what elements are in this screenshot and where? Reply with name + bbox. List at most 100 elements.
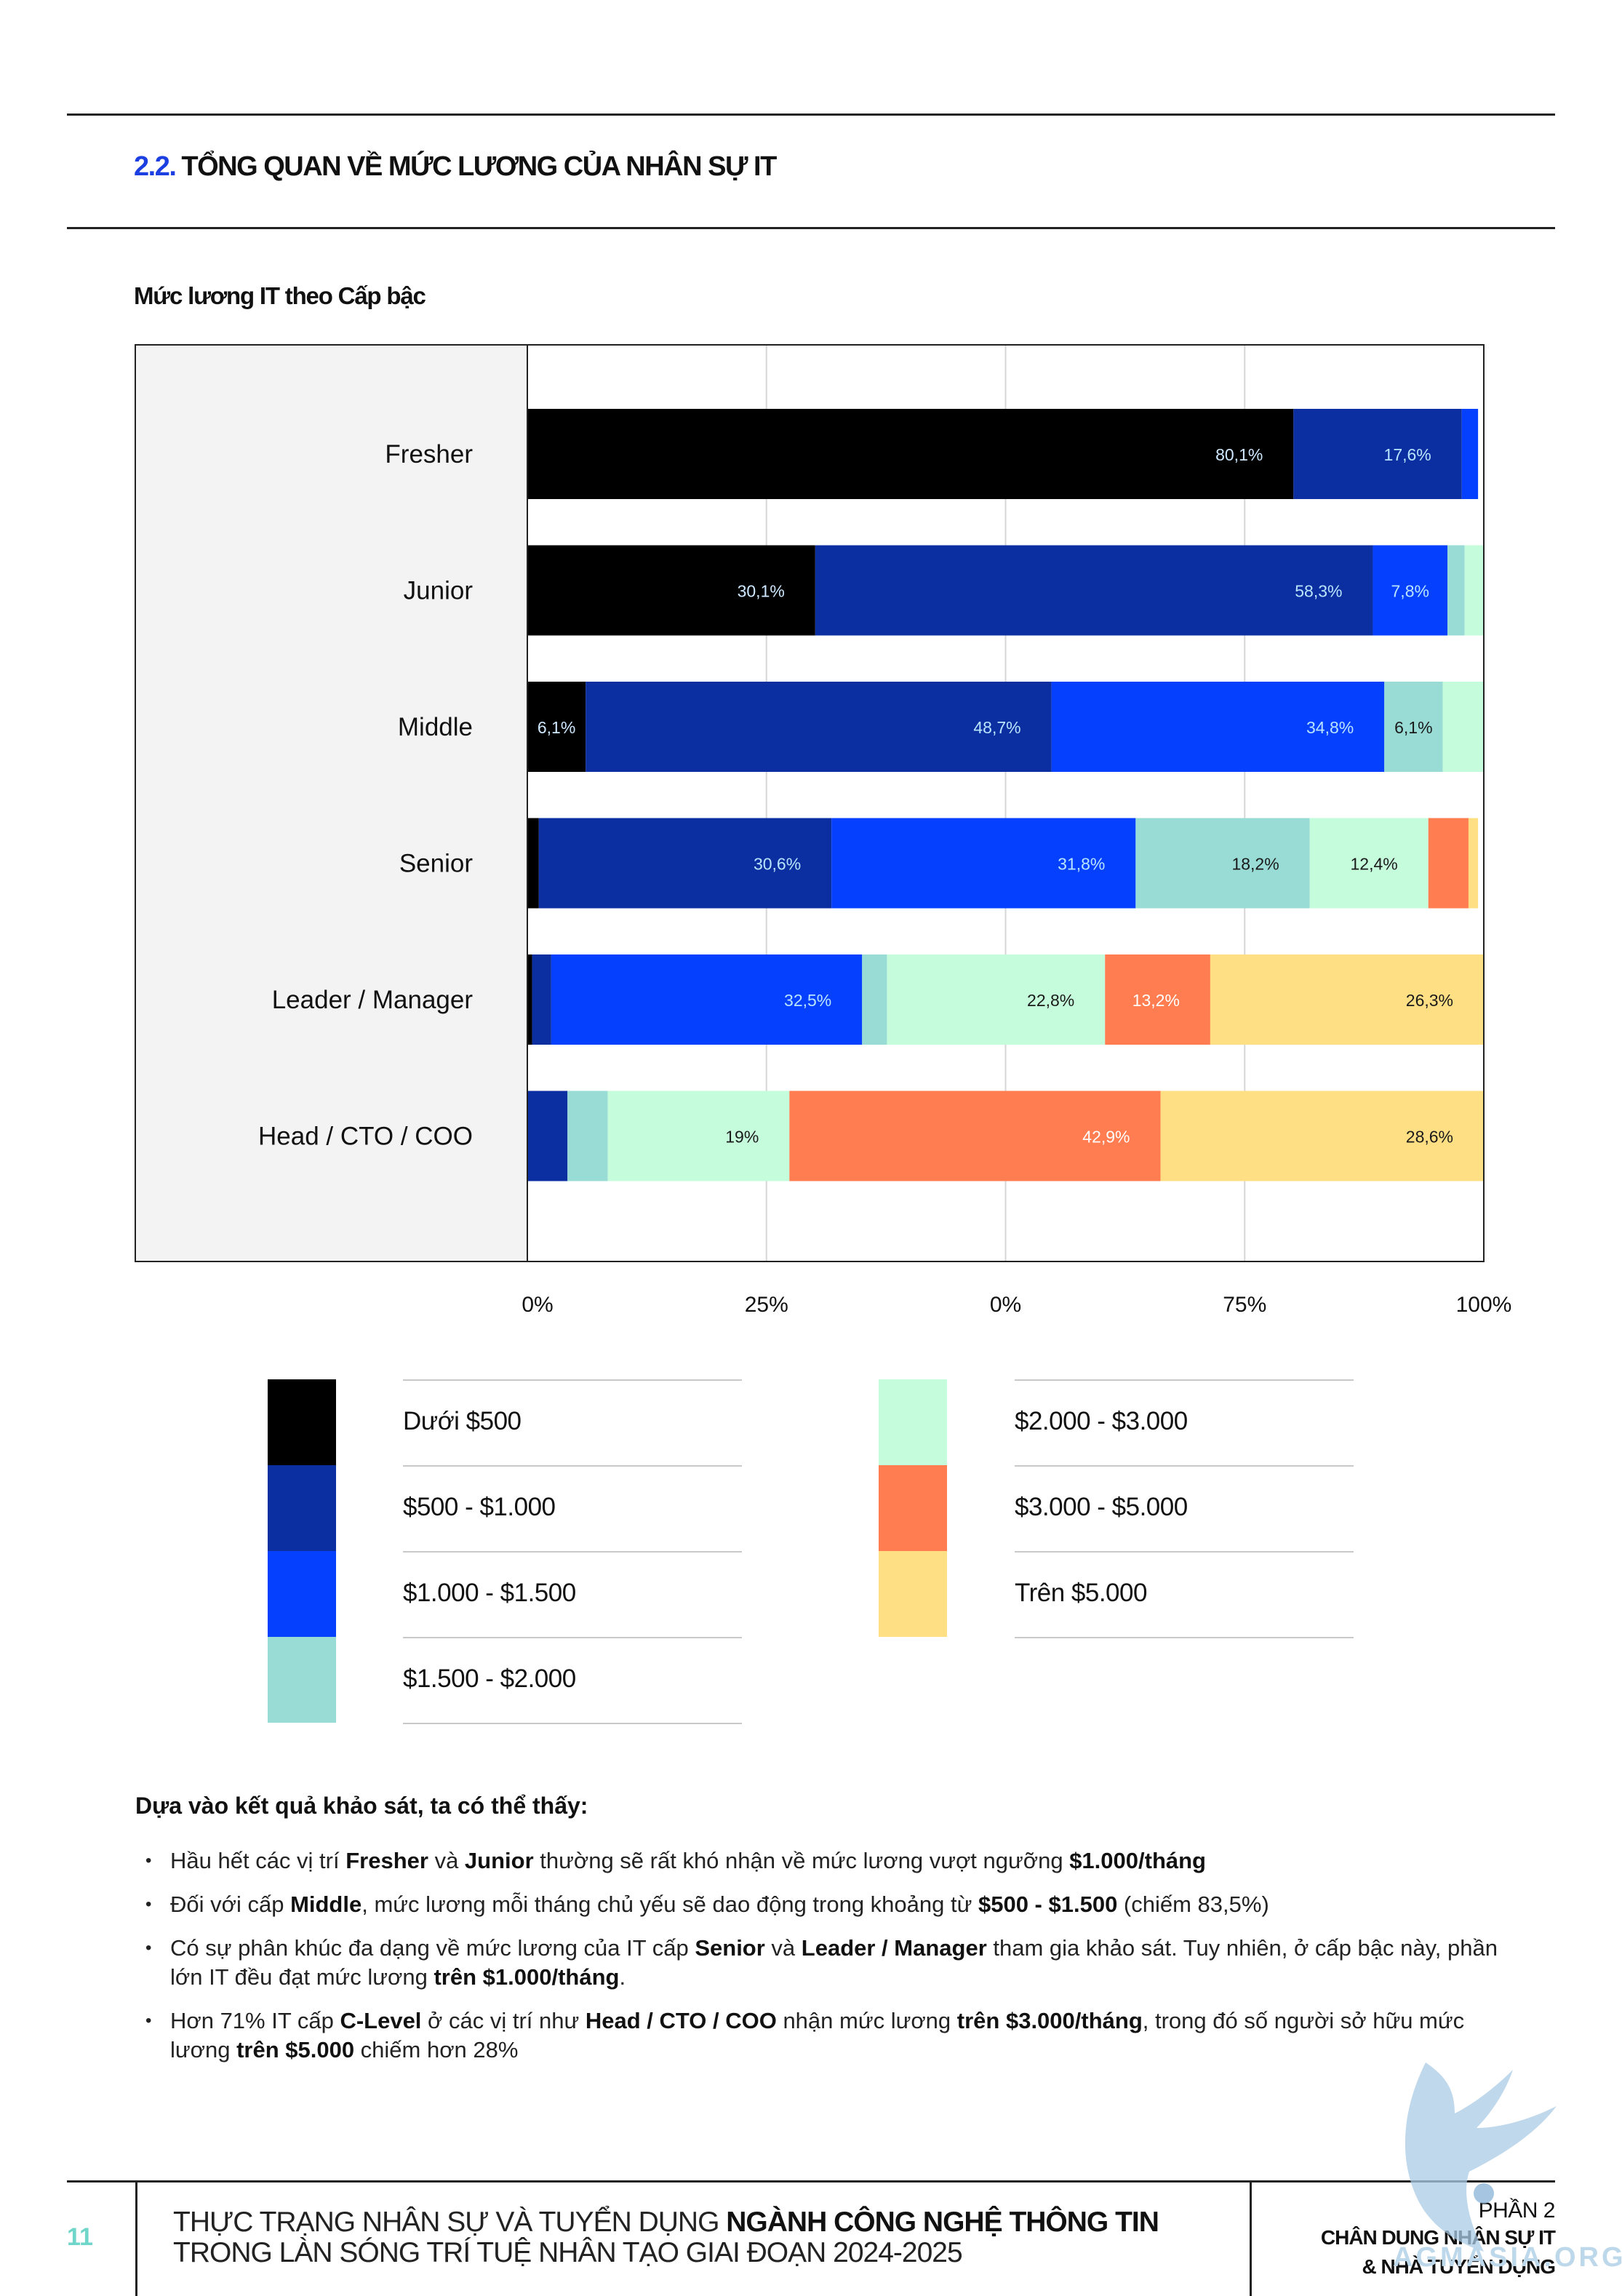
bar-segment bbox=[1384, 682, 1443, 772]
footer-title-regular: THỰC TRẠNG NHÂN SỰ VÀ TUYỂN DỤNG bbox=[173, 2207, 727, 2238]
footer-rule bbox=[67, 2180, 1555, 2183]
bar-segment bbox=[887, 954, 1106, 1045]
footer-part-title-2: & NHÀ TUYỂN DỤNG bbox=[1362, 2255, 1556, 2278]
legend-divider bbox=[403, 1723, 742, 1724]
footer-section: PHẦN 2 CHÂN DUNG NHÂN SỰ IT & NHÀ TUYỂN … bbox=[1320, 2199, 1556, 2281]
chart-frame bbox=[135, 344, 1485, 1262]
legend-divider bbox=[403, 1551, 742, 1552]
legend-swatch bbox=[879, 1551, 947, 1637]
bar-segment bbox=[831, 818, 1136, 909]
bar-segment bbox=[1464, 545, 1484, 636]
finding-text: (chiếm 83,5%) bbox=[1117, 1892, 1269, 1917]
x-tick-label: 100% bbox=[1456, 1293, 1512, 1317]
bar-segment bbox=[551, 954, 863, 1045]
data-label: 32,5% bbox=[784, 991, 831, 1010]
finding-emphasis: $1.000/tháng bbox=[1069, 1848, 1206, 1873]
legend-divider bbox=[1015, 1379, 1354, 1381]
page-number: 11 bbox=[67, 2223, 93, 2251]
finding-emphasis: C-Level bbox=[340, 2008, 422, 2033]
bar-segment bbox=[1210, 954, 1484, 1045]
findings-heading: Dựa vào kết quả khảo sát, ta có thể thấy… bbox=[135, 1793, 588, 1819]
category-label: Junior bbox=[404, 577, 474, 605]
bar-segment bbox=[532, 954, 551, 1045]
footer-title-line2: TRONG LÀN SÓNG TRÍ TUỆ NHÂN TẠO GIAI ĐOẠ… bbox=[173, 2237, 963, 2268]
legend-swatch bbox=[268, 1637, 336, 1723]
legend-swatch bbox=[879, 1465, 947, 1551]
data-label: 48,7% bbox=[973, 718, 1020, 737]
bar-segment bbox=[862, 954, 887, 1045]
legend-label: $2.000 - $3.000 bbox=[1015, 1407, 1188, 1435]
x-tick-label: 75% bbox=[1223, 1293, 1266, 1317]
category-label: Middle bbox=[398, 713, 473, 741]
data-label: 6,1% bbox=[538, 718, 575, 737]
category-label: Head / CTO / COO bbox=[258, 1123, 473, 1151]
finding-emphasis: trên $1.000/tháng bbox=[434, 1964, 620, 1990]
legend-label: Dưới $500 bbox=[403, 1407, 522, 1435]
eagle-watermark-icon bbox=[1405, 2062, 1557, 2252]
bar-segment bbox=[1309, 818, 1429, 909]
legend-label: $1.500 - $2.000 bbox=[403, 1665, 576, 1693]
bar-segment bbox=[527, 682, 586, 772]
bar-segment bbox=[1373, 545, 1448, 636]
footer-title-bold: NGÀNH CÔNG NGHỆ THÔNG TIN bbox=[726, 2207, 1159, 2238]
chart-title: Mức lương IT theo Cấp bậc bbox=[134, 282, 426, 309]
x-tick-label: 0% bbox=[522, 1293, 553, 1317]
data-label: 31,8% bbox=[1058, 855, 1105, 874]
stacked-bar-chart: Fresher 80,1% 17,6% Junior 30,1% 58,3% 7,8% Mid… bbox=[135, 344, 1512, 1317]
bar-segment bbox=[1428, 818, 1469, 909]
finding-emphasis: trên $3.000/tháng bbox=[956, 2008, 1143, 2033]
data-label: 17,6% bbox=[1384, 445, 1431, 464]
bar-segment bbox=[789, 1091, 1161, 1181]
bar-segment bbox=[586, 682, 1052, 772]
data-label: 7,8% bbox=[1391, 582, 1429, 601]
data-label: 30,1% bbox=[738, 582, 785, 601]
data-label: 19% bbox=[725, 1128, 759, 1147]
footer-divider bbox=[1250, 2180, 1252, 2296]
section-rule bbox=[67, 227, 1555, 229]
data-label: 28,6% bbox=[1406, 1128, 1453, 1147]
watermark-text: AGMASIA.ORG bbox=[1393, 2242, 1622, 2273]
legend-swatch bbox=[879, 1379, 947, 1465]
legend-swatch bbox=[268, 1551, 336, 1637]
finding-emphasis: Junior bbox=[464, 1848, 534, 1873]
bar-segment bbox=[1293, 409, 1462, 499]
bar-segment bbox=[1105, 954, 1210, 1045]
finding-text: thường sẽ rất khó nhận về mức lương vượt… bbox=[533, 1848, 1070, 1873]
bar-segment bbox=[1468, 818, 1479, 909]
data-label: 6,1% bbox=[1394, 718, 1432, 737]
footer-part-title-1: CHÂN DUNG NHÂN SỰ IT bbox=[1320, 2226, 1556, 2249]
category-label: Fresher bbox=[385, 440, 473, 469]
legend-swatch bbox=[268, 1465, 336, 1551]
x-tick-label: 0% bbox=[990, 1293, 1021, 1317]
legend-divider bbox=[403, 1379, 742, 1381]
data-label: 80,1% bbox=[1215, 445, 1263, 464]
bar-segment bbox=[1135, 818, 1310, 909]
bar-segment bbox=[1447, 545, 1465, 636]
finding-emphasis: Fresher bbox=[345, 1848, 428, 1873]
footer-divider bbox=[135, 2180, 137, 2296]
bar-segment bbox=[815, 545, 1373, 636]
legend-swatch bbox=[268, 1379, 336, 1465]
finding-item: Hơn 71% IT cấp C-Level ở các vị trí như … bbox=[145, 2006, 1506, 2065]
legend-divider bbox=[1015, 1465, 1354, 1467]
bar-segment bbox=[1051, 682, 1385, 772]
bar-segment bbox=[538, 818, 832, 909]
data-label: 58,3% bbox=[1295, 582, 1342, 601]
finding-text: chiếm hơn 28% bbox=[354, 2037, 519, 2062]
finding-text: , mức lương mỗi tháng chủ yếu sẽ dao độn… bbox=[361, 1892, 978, 1917]
finding-emphasis: Middle bbox=[290, 1892, 362, 1917]
bar-segment bbox=[607, 1091, 790, 1181]
data-label: 12,4% bbox=[1351, 855, 1398, 874]
finding-item: Có sự phân khúc đa dạng về mức lương của… bbox=[145, 1934, 1506, 1992]
legend-divider bbox=[403, 1465, 742, 1467]
category-label: Leader / Manager bbox=[272, 986, 474, 1014]
legend-divider bbox=[403, 1637, 742, 1638]
findings-list: Hầu hết các vị trí Fresher và Junior thư… bbox=[145, 1846, 1506, 2079]
data-label: 42,9% bbox=[1082, 1128, 1130, 1147]
bar-segment bbox=[527, 545, 815, 636]
finding-text: Hơn 71% IT cấp bbox=[170, 2008, 340, 2033]
data-label: 22,8% bbox=[1027, 991, 1074, 1010]
bar-segment bbox=[527, 1091, 568, 1181]
finding-emphasis: Head / CTO / COO bbox=[585, 2008, 777, 2033]
bar-segment bbox=[527, 818, 539, 909]
